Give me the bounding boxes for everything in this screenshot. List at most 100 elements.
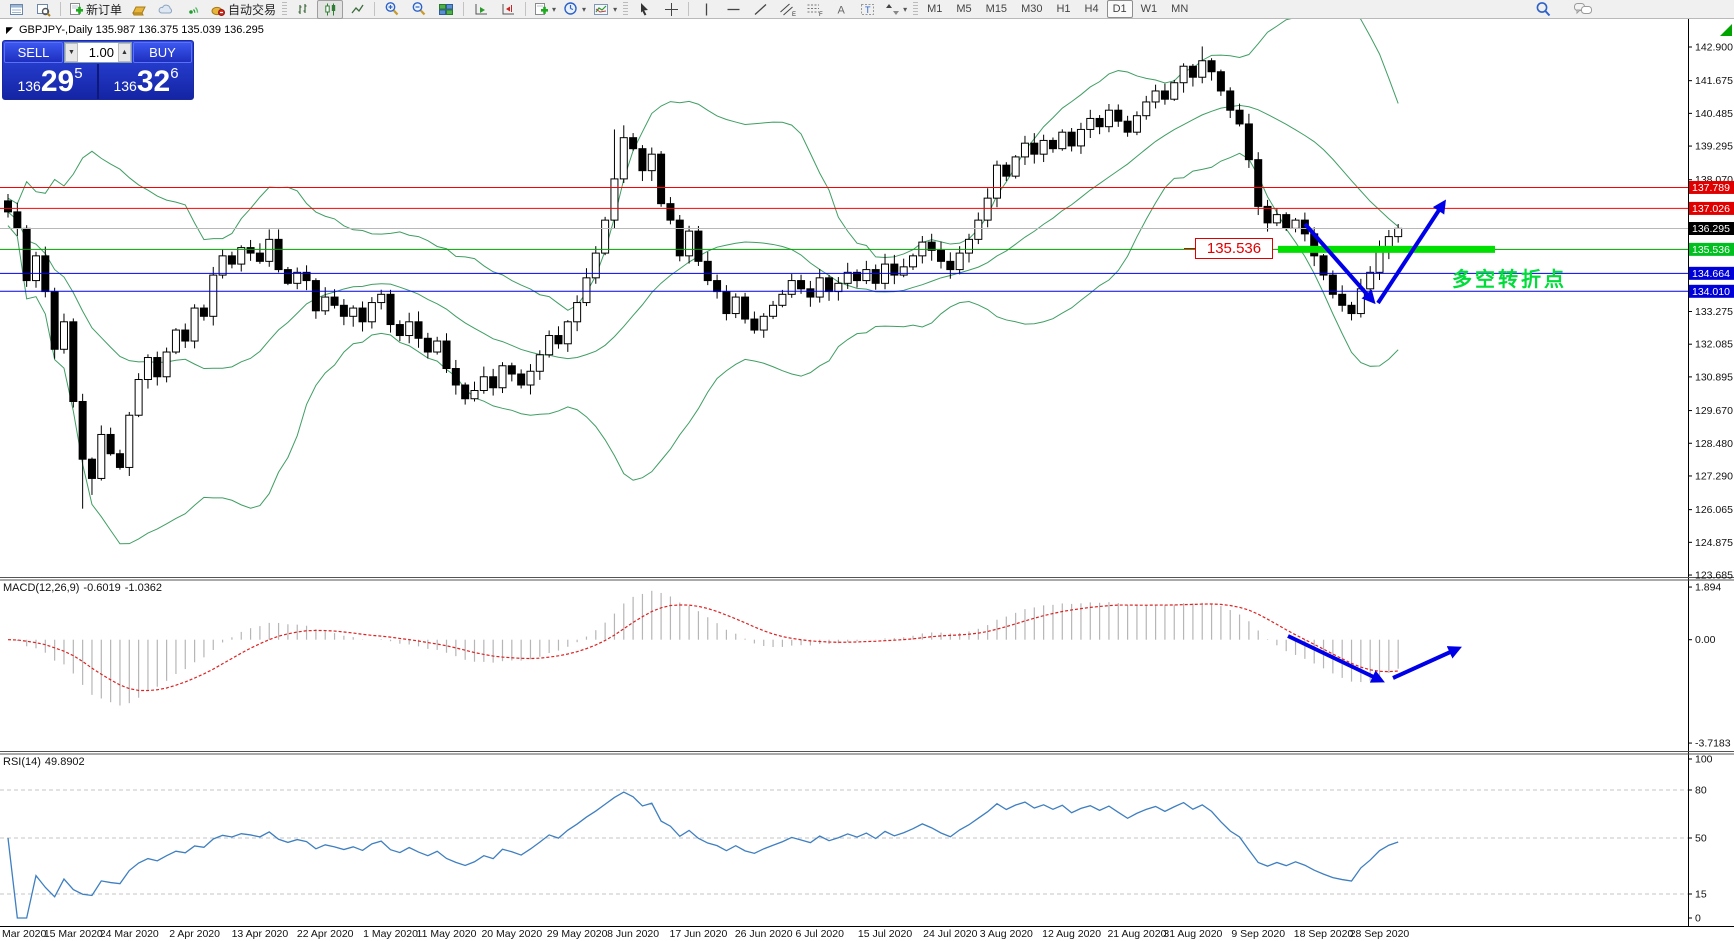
buy-price-big: 32 xyxy=(136,65,171,98)
chart-shift-button[interactable] xyxy=(495,0,521,19)
text-button[interactable]: A xyxy=(828,0,854,19)
svg-text:E: E xyxy=(792,12,796,17)
timeframe-MN[interactable]: MN xyxy=(1171,3,1189,15)
candlestick-chart-button[interactable] xyxy=(317,0,344,19)
svg-text:15 Mar 2020: 15 Mar 2020 xyxy=(44,928,103,940)
signals-button[interactable] xyxy=(180,0,206,19)
arrows-button[interactable]: ▾ xyxy=(882,0,910,19)
toolbar-separator xyxy=(525,2,527,16)
buy-price-sup: 6 xyxy=(170,65,179,82)
turning-point-annotation[interactable]: 多空转折点 xyxy=(1452,267,1567,291)
timeframe-W1[interactable]: W1 xyxy=(1140,3,1158,15)
zoom-in-button[interactable] xyxy=(379,0,405,19)
rsi-indicator-label: RSI(14) 49.8902 xyxy=(3,756,89,768)
bar-chart-button[interactable] xyxy=(290,0,316,19)
main-toolbar: 新订单 自动交易 ▾ ▾ ▾ E F A T ▾ M1 M5 M15 M30 H1 H4 D… xyxy=(0,0,1734,19)
timeframe-group: M1 M5 M15 M30 H1 H4 D1 W1 MN xyxy=(921,0,1194,18)
svg-text:1.894: 1.894 xyxy=(1695,582,1721,594)
data-window-button[interactable] xyxy=(30,0,56,19)
cursor-icon xyxy=(641,2,649,15)
auto-scroll-button[interactable] xyxy=(468,0,494,19)
volume-increase-button[interactable]: ▲ xyxy=(118,43,131,62)
volume-decrease-button[interactable]: ▼ xyxy=(65,43,78,62)
sell-price-base: 136 xyxy=(17,78,41,94)
new-order-label: 新订单 xyxy=(86,2,123,17)
chat-button[interactable] xyxy=(1570,0,1596,19)
symbol-info-line: ◤ GBPJPY-,Daily 135.987 136.375 135.039 … xyxy=(6,24,264,36)
svg-text:17 Jun 2020: 17 Jun 2020 xyxy=(670,928,728,940)
timeframe-M1[interactable]: M1 xyxy=(927,3,943,15)
volume-field[interactable]: ▼ 1.00 ▲ xyxy=(64,42,132,63)
svg-text:24 Jul 2020: 24 Jul 2020 xyxy=(923,928,977,940)
symbol-period-label: GBPJPY-,Daily xyxy=(18,24,93,36)
svg-text:22 Apr 2020: 22 Apr 2020 xyxy=(297,928,354,940)
svg-text:128.480: 128.480 xyxy=(1695,438,1733,450)
toolbar-grip[interactable] xyxy=(623,2,629,16)
svg-text:137.026: 137.026 xyxy=(1692,203,1730,215)
buy-price[interactable]: 136 32 6 xyxy=(99,64,193,99)
signal-icon xyxy=(188,6,198,14)
fibonacci-button[interactable]: F xyxy=(801,0,827,19)
sell-button[interactable]: SELL xyxy=(4,42,63,63)
crosshair-icon xyxy=(664,2,678,16)
tile-windows-button[interactable] xyxy=(433,0,459,19)
svg-text:28 Sep 2020: 28 Sep 2020 xyxy=(1350,928,1410,940)
line-chart-icon xyxy=(351,4,364,13)
svg-text:100: 100 xyxy=(1695,754,1713,766)
zoom-in-icon xyxy=(385,2,399,16)
market-watch-icon xyxy=(9,3,23,15)
svg-text:123.685: 123.685 xyxy=(1695,570,1733,582)
new-order-button[interactable]: 新订单 xyxy=(65,0,125,19)
market-watch-button[interactable] xyxy=(3,0,29,19)
timeframe-D1[interactable]: D1 xyxy=(1106,0,1133,18)
timeframe-M15[interactable]: M15 xyxy=(985,3,1008,15)
svg-text:139.295: 139.295 xyxy=(1695,141,1733,153)
toolbar-grip[interactable] xyxy=(282,2,288,16)
timeframe-H4[interactable]: H4 xyxy=(1084,3,1099,15)
trendline-button[interactable] xyxy=(747,0,773,19)
mql5-cloud-button[interactable] xyxy=(153,0,179,19)
horizontal-line-button[interactable] xyxy=(720,0,746,19)
buy-button[interactable]: BUY xyxy=(133,42,192,63)
timeframe-M5[interactable]: M5 xyxy=(956,3,972,15)
arrow-objects-icon xyxy=(886,3,900,15)
svg-text:12 Aug 2020: 12 Aug 2020 xyxy=(1042,928,1101,940)
crosshair-button[interactable] xyxy=(658,0,684,19)
indicators-button[interactable]: ▾ xyxy=(590,0,620,19)
search-button[interactable] xyxy=(1530,0,1556,19)
metaeditor-button[interactable] xyxy=(126,0,152,19)
autotrading-icon xyxy=(211,6,226,16)
text-label-button[interactable]: T xyxy=(855,0,881,19)
templates-button[interactable]: ▾ xyxy=(530,0,559,19)
fibonacci-icon: F xyxy=(807,4,823,17)
buy-price-base: 136 xyxy=(113,78,137,94)
svg-text:T: T xyxy=(865,5,871,15)
svg-text:15: 15 xyxy=(1695,889,1707,901)
tile-windows-icon xyxy=(439,3,454,15)
svg-text:-3.7183: -3.7183 xyxy=(1695,738,1731,750)
timeframe-H1[interactable]: H1 xyxy=(1056,3,1071,15)
sell-price[interactable]: 136 29 5 xyxy=(3,64,97,99)
cloud-icon xyxy=(158,4,173,13)
svg-text:134.664: 134.664 xyxy=(1692,268,1730,280)
key-level-price-flag[interactable]: 135.536 xyxy=(1184,238,1273,259)
cursor-button[interactable] xyxy=(631,0,657,19)
svg-text:135.536: 135.536 xyxy=(1692,244,1730,256)
svg-text:142.900: 142.900 xyxy=(1695,42,1733,54)
data-window-icon xyxy=(36,3,51,17)
vertical-line-button[interactable] xyxy=(693,0,719,19)
autotrading-button[interactable]: 自动交易 xyxy=(207,0,279,19)
periods-button[interactable]: ▾ xyxy=(560,0,589,19)
svg-text:11 May 2020: 11 May 2020 xyxy=(417,928,477,940)
timeframe-M30[interactable]: M30 xyxy=(1021,3,1043,15)
volume-value[interactable]: 1.00 xyxy=(88,45,114,60)
text-icon: A xyxy=(837,4,845,16)
toolbar-grip[interactable] xyxy=(913,2,919,16)
equidistant-channel-button[interactable]: E xyxy=(774,0,800,19)
svg-text:80: 80 xyxy=(1695,785,1707,797)
line-chart-button[interactable] xyxy=(344,0,370,19)
zoom-out-button[interactable] xyxy=(406,0,432,19)
svg-text:9 Sep 2020: 9 Sep 2020 xyxy=(1231,928,1285,940)
